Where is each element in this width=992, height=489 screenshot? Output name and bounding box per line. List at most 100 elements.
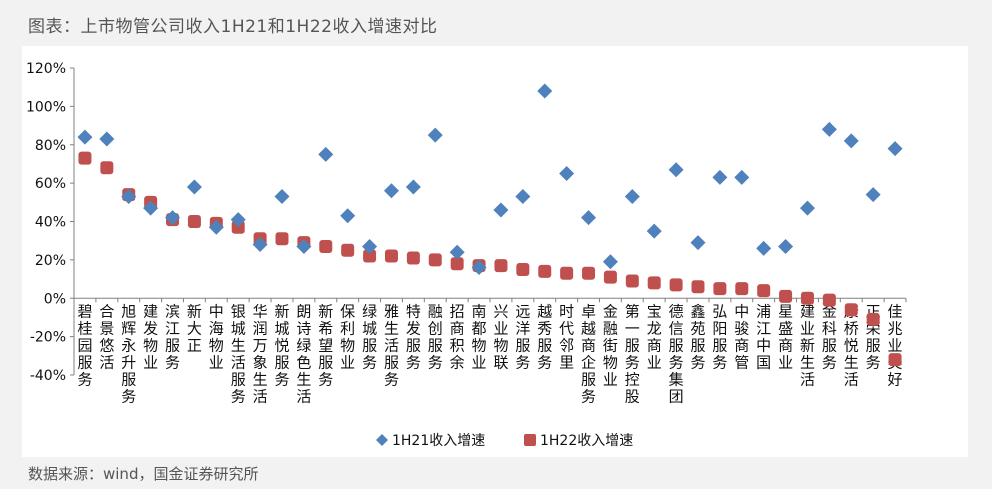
point-1h22 [494,259,508,273]
point-1h21 [121,189,137,205]
point-1h21 [383,183,399,199]
source-note: 数据来源：wind，国金证券研究所 [28,465,259,483]
point-1h21 [515,189,531,205]
point-1h21 [77,129,93,145]
x-tick-label: 兴业物联 [493,302,508,371]
point-1h21 [296,238,312,254]
x-tick-label: 弘阳服务 [712,302,727,371]
point-1h21 [559,166,575,182]
point-1h21 [690,235,706,251]
point-1h22 [363,249,377,263]
point-1h22 [669,278,683,292]
chart-panel: -40% -20% 0% 20% 40% 60% 80% 100% 120% 碧桂园服务 合景悠活旭… [22,46,968,457]
x-tick-label: 招商积余 [450,302,465,371]
y-tick-label: 20% [35,253,66,269]
point-1h21 [427,127,443,143]
x-tick-label: 时代邻里 [559,302,574,371]
figure-title: 图表：上市物管公司收入1H21和1H22收入增速对比 [28,17,438,37]
x-tick-label: 建发物业 [143,302,158,371]
point-1h21 [449,244,465,260]
point-1h21 [624,189,640,205]
x-tick-label: 远洋服务 [515,302,530,371]
point-1h21 [668,162,684,178]
point-1h22 [844,303,858,317]
y-tick-label: -40% [30,368,66,384]
point-1h21 [581,210,597,226]
x-tick-label: 滨江服务 [165,302,180,371]
point-1h21 [274,189,290,205]
x-tick-label: 建业新生活 [800,302,815,388]
x-tick-label: 中骏商管 [734,302,749,371]
point-1h22 [757,284,771,298]
x-tick-label: 碧桂园服务 [77,302,92,388]
point-1h21 [230,212,246,228]
point-1h22 [866,312,880,326]
point-1h21 [318,146,334,162]
x-tick-label: 金融街物业 [603,302,618,388]
point-1h22 [647,276,661,290]
scatter-chart: -40% -20% 0% 20% 40% 60% 80% 100% 120% 碧桂园服务合景悠活旭… [26,61,907,449]
x-tick-label: 越秀服务 [537,302,552,371]
point-1h22 [691,280,705,294]
point-1h21 [493,202,509,218]
x-tick-label: 新大正 [187,302,202,354]
legend-label-1h21: 1H21收入增速 [392,433,485,449]
point-1h21 [865,187,881,203]
x-tick-label: 新希望服务 [318,302,333,388]
x-tick-label: 浦江中国 [756,302,771,371]
x-tick-label: 星盛商业 [778,302,793,371]
x-tick-label: 银城生活服务 [231,302,246,405]
point-1h21 [340,208,356,224]
point-1h22 [231,220,245,234]
point-1h21 [471,260,487,276]
x-tick-label: 新城悦服务 [274,302,289,388]
point-1h21 [252,237,268,253]
point-1h22 [603,270,617,284]
y-tick-label: 40% [35,215,66,231]
point-1h22 [582,266,596,280]
point-1h21 [843,133,859,149]
point-1h21 [602,254,618,270]
point-1h22 [538,264,552,278]
x-tick-label: 融创服务 [428,302,443,371]
x-tick-label: 特发服务 [406,302,421,371]
y-tick-label: 120% [26,61,66,77]
x-tick-label: 绿城服务 [362,302,377,371]
point-1h21 [756,240,772,256]
point-1h22 [516,262,530,276]
point-1h21 [778,238,794,254]
point-1h22 [78,151,92,165]
point-1h22 [319,239,333,253]
y-tick-label: -20% [30,330,66,346]
point-1h22 [428,253,442,267]
point-1h21 [143,200,159,216]
point-1h22 [341,243,355,257]
y-tick-label: 0% [44,291,66,307]
point-1h22 [406,251,420,265]
legend-marker-1h21 [376,434,388,446]
point-1h22 [735,282,749,296]
point-1h21 [186,179,202,195]
point-1h22 [450,257,464,271]
point-1h22 [822,293,836,307]
point-1h21 [208,219,224,235]
point-1h22 [384,249,398,263]
legend-marker-1h22 [524,434,536,446]
legend-label-1h22: 1H22收入增速 [540,433,633,449]
y-tick-label: 100% [26,99,66,115]
point-1h21 [887,141,903,157]
x-tick-label: 雅生活服务 [384,302,399,388]
point-1h21 [646,223,662,239]
point-1h22 [779,289,793,303]
point-1h21 [734,169,750,185]
point-1h22 [888,353,902,367]
x-tick-label: 华润万象生活 [253,302,268,405]
x-tick-label: 佳兆业美好 [888,302,903,388]
point-1h22 [625,274,639,288]
point-1h22 [713,282,727,296]
point-1h21 [712,169,728,185]
point-1h22 [560,266,574,280]
point-1h21 [799,200,815,216]
x-tick-label: 保利物业 [340,302,355,371]
x-tick-label: 宝龙商业 [647,302,662,371]
